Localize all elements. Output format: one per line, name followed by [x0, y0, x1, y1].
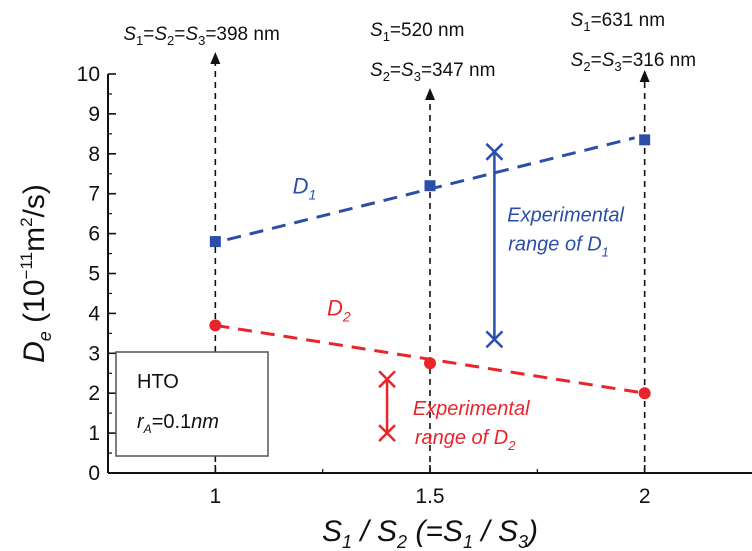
y-tick-label-8: 8: [88, 143, 100, 166]
annotation-1-line-1: S1=S2=S3=398 nm: [123, 24, 279, 48]
y-tick-label-10: 10: [77, 63, 100, 86]
range-cross-D2-high: [378, 370, 396, 389]
annotation-3-line-1: S1=631 nm: [571, 10, 665, 34]
data-point-D1-1: [209, 236, 221, 248]
y-tick-label-4: 4: [88, 302, 100, 325]
series-label-D1: D1: [293, 174, 317, 203]
x-axis-label: S1 / S2 (=S1 / S3): [322, 515, 538, 551]
y-tick-label-5: 5: [88, 263, 100, 286]
arrowhead-3: [639, 69, 650, 82]
y-tick-label-1: 1: [88, 422, 100, 445]
series-label-D2: D2: [327, 295, 351, 324]
info-box: [115, 351, 269, 457]
arrowhead-2: [425, 87, 435, 100]
data-point-D2-2: [424, 357, 436, 370]
range-cross-D1-high: [485, 142, 504, 161]
annotation-2-line-1: S1=520 nm: [370, 20, 464, 44]
x-tick-label-2: 2: [639, 485, 651, 508]
data-point-D1-2: [424, 180, 436, 192]
data-point-D2-3: [638, 387, 651, 400]
x-tick-label-1.5: 1.5: [415, 485, 444, 508]
range-label-line1-D1: Experimental: [507, 205, 624, 227]
info-box-line2: rA=0.1nm: [137, 411, 219, 436]
y-tick-label-6: 6: [88, 223, 100, 246]
range-cross-D1-low: [485, 330, 504, 349]
y-tick-label-3: 3: [88, 342, 100, 365]
arrowhead-1: [210, 52, 221, 65]
x-tick-label-1: 1: [209, 485, 221, 508]
data-point-D1-3: [639, 134, 651, 146]
range-cross-D2-low: [378, 424, 396, 442]
annotation-2-line-2: S2=S3=347 nm: [370, 60, 495, 84]
y-tick-label-2: 2: [88, 382, 100, 405]
y-tick-label-7: 7: [88, 183, 100, 206]
y-axis-label: De (10−11m2/s): [17, 184, 55, 363]
annotation-3-line-2: S2=S3=316 nm: [571, 50, 696, 74]
range-label-line2-D2: range of D2: [415, 427, 516, 453]
info-box-line1: HTO: [137, 371, 179, 393]
y-tick-label-0: 0: [88, 462, 100, 485]
range-label-line2-D1: range of D1: [508, 234, 609, 260]
y-tick-label-9: 9: [88, 103, 100, 126]
range-label-line1-D2: Experimental: [413, 398, 530, 420]
data-point-D2-1: [209, 319, 222, 332]
